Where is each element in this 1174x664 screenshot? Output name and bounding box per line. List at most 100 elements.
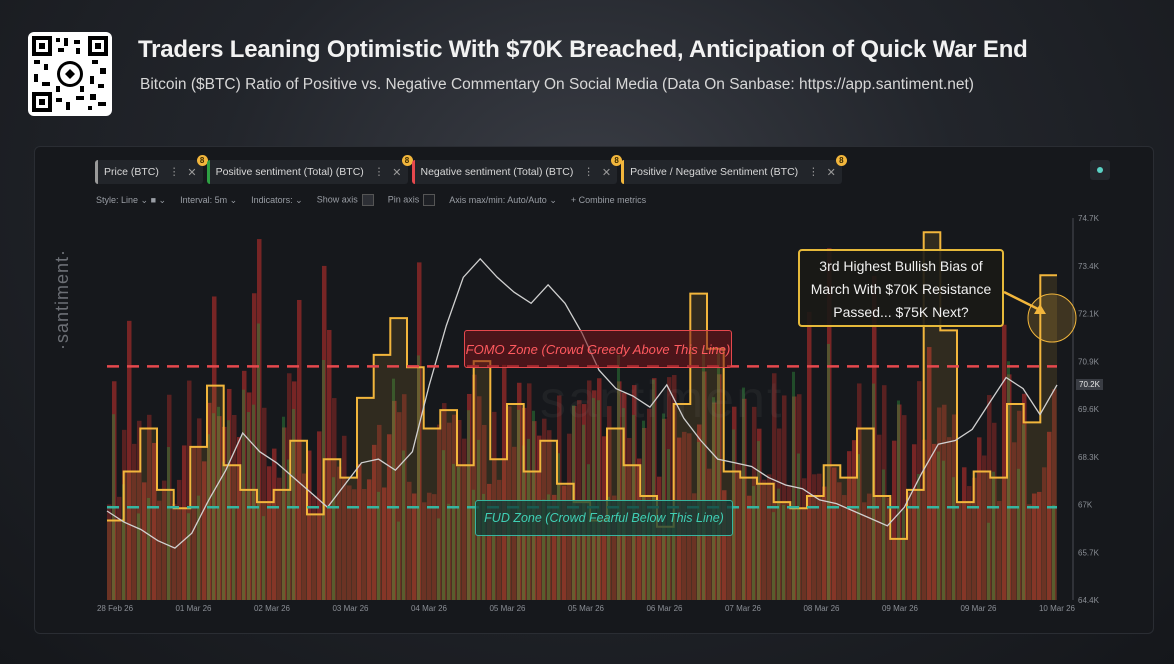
negative-sentiment-bar [472,374,477,600]
positive-sentiment-bar [232,508,235,600]
negative-sentiment-bar [747,495,752,600]
current-price-tag: 70.2K [1076,379,1103,390]
negative-sentiment-bar [652,378,657,600]
negative-sentiment-bar [822,486,827,600]
negative-sentiment-bar [477,396,482,600]
more-icon[interactable]: ⋮ [168,166,180,178]
metric-badge: 8 [611,155,623,166]
negative-sentiment-bar [757,428,762,600]
close-icon[interactable]: ✕ [826,166,836,179]
negative-sentiment-bar [422,502,427,600]
negative-sentiment-bar [217,416,222,600]
negative-sentiment-bar [887,497,892,600]
positive-sentiment-bar [242,389,245,600]
negative-sentiment-bar [117,496,122,600]
positive-sentiment-bar [282,416,285,600]
metric-tabs: Price (BTC) ⋮ ✕ 8 Positive sentiment (Tot… [95,155,847,184]
more-icon[interactable]: ⋮ [373,166,385,178]
negative-sentiment-bar [1047,431,1052,600]
negative-sentiment-bar [1017,410,1022,600]
positive-sentiment-bar [882,469,885,600]
positive-sentiment-bar [447,503,450,600]
negative-sentiment-bar [927,347,932,600]
camera-icon[interactable] [1090,160,1110,180]
positive-sentiment-bar [987,522,990,600]
metric-tab-price[interactable]: Price (BTC) ⋮ ✕ 8 [95,155,208,184]
negative-sentiment-bar [177,479,182,600]
negative-sentiment-bar [832,467,837,600]
negative-sentiment-bar [352,489,357,600]
pin-axis-toggle[interactable]: Pin axis [388,194,436,206]
positive-sentiment-bar [672,514,675,600]
metric-badge: 8 [835,155,847,166]
negative-sentiment-bar [397,412,402,600]
negative-sentiment-bar [347,485,352,600]
negative-sentiment-bar [207,402,212,600]
interval-dropdown[interactable]: Interval: 5m ⌄ [180,194,238,205]
style-label: Style: Line [96,194,139,205]
metric-tab-ratio[interactable]: Positive / Negative Sentiment (BTC) ⋮ ✕ 8 [621,155,847,184]
chart-options: Style: Line ⌄ ■ ⌄ Interval: 5m ⌄ Indicat… [96,194,646,206]
negative-sentiment-bar [632,385,637,600]
negative-sentiment-bar [932,443,937,600]
positive-sentiment-bar [1052,504,1055,600]
positive-sentiment-bar [942,460,945,600]
show-axis-toggle[interactable]: Show axis [317,194,374,206]
negative-sentiment-bar [437,424,442,600]
x-tick-label: 03 Mar 26 [332,604,369,613]
negative-sentiment-bar [457,419,462,600]
negative-sentiment-bar [617,381,622,600]
positive-sentiment-bar [607,496,610,600]
x-tick-label: 02 Mar 26 [254,604,291,613]
negative-sentiment-bar [982,455,987,600]
negative-sentiment-bar [392,400,397,600]
negative-sentiment-bar [972,477,977,600]
ratio-area [107,232,1057,601]
positive-sentiment-bar [252,404,255,600]
negative-sentiment-bar [287,373,292,600]
x-tick-label: 05 Mar 26 [489,604,526,613]
negative-sentiment-bar [922,439,927,600]
close-icon[interactable]: ✕ [601,166,612,179]
negative-sentiment-bar [112,381,117,600]
negative-sentiment-bar [337,466,342,600]
negative-sentiment-bar [1032,493,1037,600]
negative-sentiment-bar [1027,504,1032,600]
y-tick-label: 74.7K [1078,214,1100,223]
positive-sentiment-bar [452,463,455,600]
x-tick-label: 10 Mar 26 [1039,604,1076,613]
side-brand: ·santiment· [52,248,72,350]
negative-sentiment-bar [307,450,312,600]
negative-sentiment-bar [937,407,942,600]
positive-sentiment-bar [712,397,715,600]
close-icon[interactable]: ✕ [187,166,197,179]
negative-sentiment-bar [977,437,982,600]
negative-sentiment-bar [797,394,802,600]
pin-axis-label: Pin axis [387,194,420,205]
negative-sentiment-bar [1022,393,1027,600]
close-icon[interactable]: ✕ [392,166,402,179]
negative-sentiment-bar [182,445,187,600]
combine-metrics-button[interactable]: + Combine metrics [570,195,647,205]
positive-sentiment-bar [1022,424,1025,600]
metric-tab-positive[interactable]: Positive sentiment (Total) (BTC) ⋮ ✕ 8 [206,155,413,184]
more-icon[interactable]: ⋮ [808,166,819,178]
style-dropdown[interactable]: Style: Line ⌄ ■ ⌄ [96,194,167,205]
negative-sentiment-bar [282,427,287,600]
axis-minmax-dropdown[interactable]: Axis max/min: Auto/Auto ⌄ [449,194,557,205]
positive-sentiment-bar [292,408,295,600]
metric-label: Negative sentiment (Total) (BTC) [420,166,574,178]
negative-sentiment-bar [592,390,597,600]
negative-sentiment-bar [297,299,302,600]
positive-sentiment-bar [577,517,580,600]
negative-sentiment-bar [597,378,602,600]
indicators-dropdown[interactable]: Indicators: ⌄ [251,194,303,205]
callout-arrow [1003,290,1041,312]
metric-tab-negative[interactable]: Negative sentiment (Total) (BTC) ⋮ ✕ 8 [411,155,623,184]
positive-sentiment-bar [952,477,955,600]
negative-sentiment-bar [267,466,272,600]
more-icon[interactable]: ⋮ [583,166,594,178]
negative-sentiment-bar [717,374,722,600]
positive-sentiment-bar [592,398,595,600]
positive-sentiment-bar [397,521,400,600]
